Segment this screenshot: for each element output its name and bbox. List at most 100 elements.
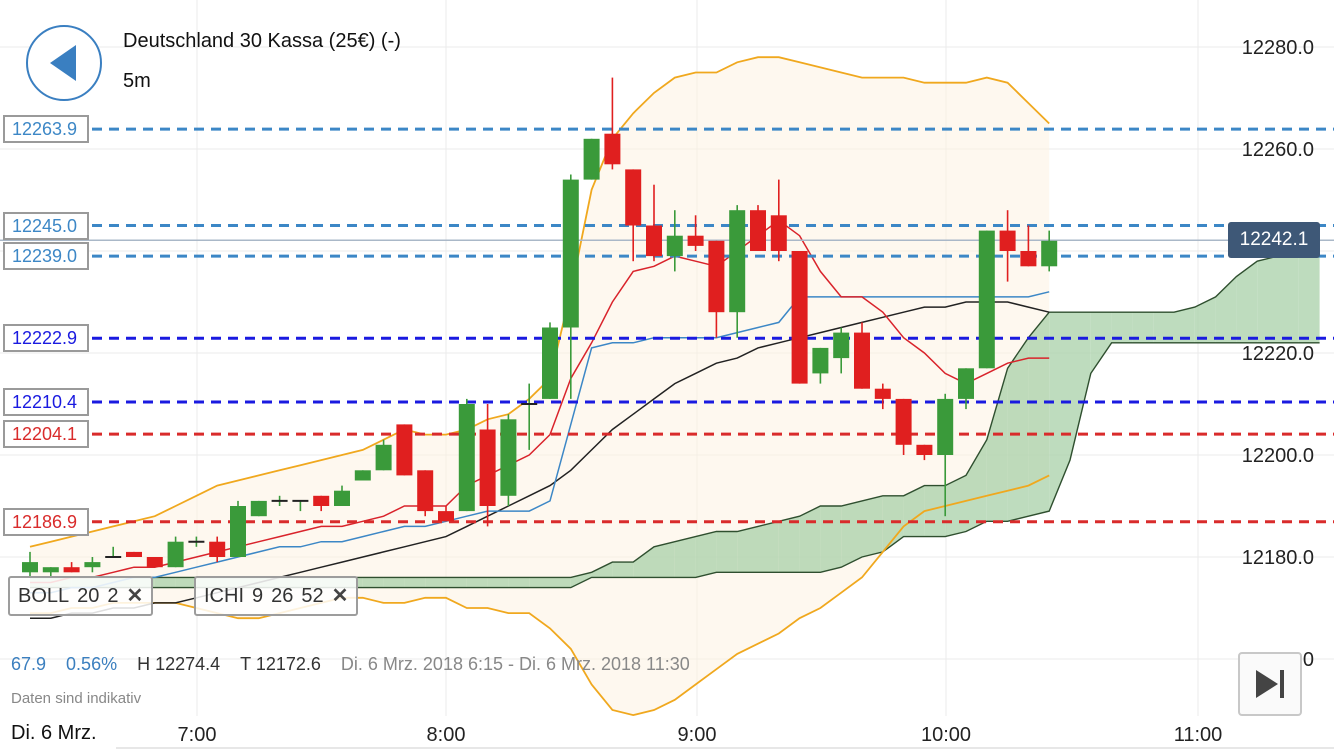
skip-end-icon <box>1256 670 1284 698</box>
boll-param-deviation: 2 <box>107 585 119 607</box>
candle-body <box>625 169 642 226</box>
ichimoku-cloud-segment <box>966 439 987 532</box>
ichimoku-cloud-segment <box>487 577 509 588</box>
ichimoku-cloud-segment <box>1236 261 1258 343</box>
ichimoku-cloud-segment <box>1257 256 1278 343</box>
ichi-param-3: 52 <box>301 585 324 607</box>
stat-low: T 12172.6 <box>240 654 321 674</box>
interval-label[interactable]: 5m <box>123 70 151 92</box>
ichimoku-cloud-segment <box>1153 312 1174 343</box>
candle-body <box>937 398 954 455</box>
back-button[interactable] <box>26 25 102 101</box>
ichimoku-cloud-segment <box>362 577 384 588</box>
y-axis-tick-label: 12180.0 <box>1242 547 1314 569</box>
ichimoku-cloud-segment <box>1111 312 1133 343</box>
ichimoku-cloud-segment <box>466 577 488 588</box>
candle-body <box>146 557 163 568</box>
ichimoku-cloud-segment <box>758 521 779 573</box>
candle-body <box>354 470 371 481</box>
ichimoku-cloud-segment <box>695 531 717 578</box>
ichi-close-icon[interactable]: ✕ <box>331 585 349 607</box>
ichimoku-cloud-segment <box>841 500 862 568</box>
candle-body <box>334 490 350 506</box>
ichimoku-cloud-segment <box>1090 312 1112 374</box>
current-price-tag: 12242.1 <box>1228 222 1320 259</box>
candle-body <box>854 332 870 389</box>
candle-body <box>42 567 59 573</box>
candle-body <box>1020 251 1037 267</box>
candle-body <box>22 562 38 573</box>
candle-body <box>916 444 933 455</box>
level-tag[interactable]: 12186.9 <box>3 507 89 536</box>
candle-body <box>396 424 413 476</box>
candle-body <box>63 567 80 573</box>
ichi-param-2: 26 <box>271 585 294 607</box>
ichi-indicator-chip[interactable]: ICHI 9 26 52 ✕ <box>194 576 359 616</box>
level-tag[interactable]: 12222.9 <box>3 324 89 353</box>
boll-close-icon[interactable]: ✕ <box>126 585 144 607</box>
candle-body <box>500 419 517 496</box>
candle-body <box>250 500 267 517</box>
candle-body <box>750 210 766 251</box>
candle-body <box>833 332 850 359</box>
candle-body <box>604 133 621 165</box>
ichimoku-cloud-segment <box>1298 256 1320 343</box>
ichimoku-cloud-segment <box>1070 312 1091 461</box>
x-axis-tick-label: 7:00 <box>178 724 217 746</box>
ichimoku-cloud-segment <box>1028 312 1050 517</box>
ichimoku-cloud-segment <box>508 577 530 588</box>
skip-to-end-button[interactable] <box>1238 652 1302 716</box>
candle-body <box>126 551 142 557</box>
level-tag[interactable]: 12204.1 <box>3 420 89 449</box>
candle-body <box>812 347 829 374</box>
bollinger-upper-line <box>29 56 1050 548</box>
x-axis-tick-label: 11:00 <box>1174 724 1223 746</box>
ichimoku-cloud-segment <box>1007 337 1029 522</box>
candle-body <box>791 251 808 384</box>
y-axis-tick-label: 12220.0 <box>1242 343 1314 365</box>
candle-body <box>230 506 246 557</box>
candle-body <box>1041 240 1058 267</box>
ichimoku-cloud-segment <box>799 506 821 573</box>
candle-body <box>999 230 1016 251</box>
level-tag[interactable]: 12239.0 <box>3 242 89 271</box>
stat-change-pct: 0.56% <box>66 654 118 674</box>
ichi-param-1: 9 <box>252 585 264 607</box>
ichimoku-cloud-segment <box>924 485 946 537</box>
ichimoku-cloud-segment <box>674 536 696 578</box>
boll-indicator-chip[interactable]: BOLL 20 2 ✕ <box>8 576 154 616</box>
ichimoku-cloud-segment <box>612 562 634 578</box>
ichimoku-cloud-segment <box>404 577 426 588</box>
ichimoku-cloud-segment <box>175 577 197 588</box>
ichimoku-cloud-segment <box>903 485 925 537</box>
candle-body <box>479 429 496 506</box>
ichimoku-cloud-segment <box>383 577 405 588</box>
ichimoku-cloud-segment <box>882 495 904 552</box>
level-tag[interactable]: 12263.9 <box>3 115 89 144</box>
candle-body <box>770 215 787 251</box>
back-arrow-icon <box>50 45 76 81</box>
candle-body <box>666 235 683 257</box>
ichimoku-cloud-segment <box>778 516 800 573</box>
level-tag[interactable]: 12210.4 <box>3 387 89 416</box>
ichimoku-cloud-segment <box>446 577 467 588</box>
candle-body <box>978 230 995 369</box>
y-axis-tick-label: 12280.0 <box>1242 37 1314 59</box>
stat-change: 67.9 <box>11 654 47 674</box>
level-tag[interactable]: 12245.0 <box>3 211 89 240</box>
stat-high: H 12274.4 <box>137 654 221 674</box>
ichimoku-cloud-segment <box>820 506 842 573</box>
x-axis-tick-label: 10:00 <box>921 724 971 746</box>
candle-body <box>209 541 226 557</box>
ichimoku-cloud-segment <box>1174 307 1195 343</box>
ichimoku-cloud-segment <box>633 546 654 578</box>
ichimoku-tenkan-line <box>30 219 1050 584</box>
candle-body <box>417 470 434 512</box>
ichimoku-cloud-segment <box>1215 276 1237 343</box>
ichimoku-cloud-segment <box>1132 312 1154 343</box>
x-axis-tick-label: 9:00 <box>678 724 717 746</box>
candle-body <box>874 388 891 399</box>
candle-body <box>583 138 600 180</box>
candle-body <box>958 368 974 399</box>
